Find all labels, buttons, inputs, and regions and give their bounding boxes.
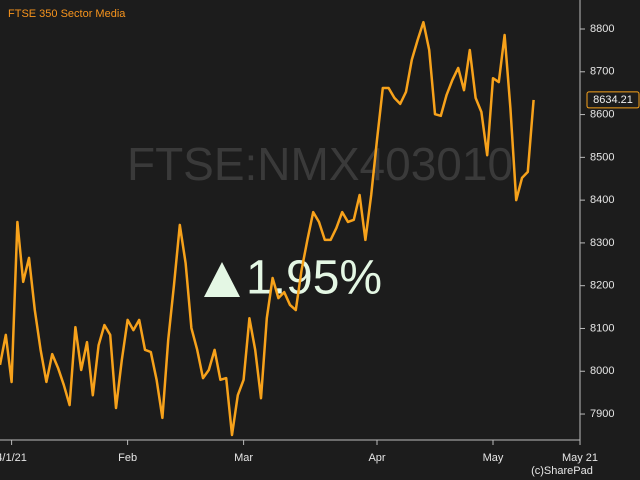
last-value-box xyxy=(586,91,640,109)
watermark: FTSE:NMX403010 xyxy=(127,138,513,190)
x-tick-label: May xyxy=(483,452,504,464)
chart-title: FTSE 350 Sector Media xyxy=(8,8,126,20)
up-arrow xyxy=(204,262,240,297)
last-value-label: 8634.21 xyxy=(593,94,633,106)
x-tick-label: Mar xyxy=(234,452,253,464)
y-tick-label: 8200 xyxy=(590,280,614,292)
y-tick-label: 8100 xyxy=(590,322,614,334)
change-label: 1.95% xyxy=(246,252,382,305)
x-tick-label: Feb xyxy=(118,452,137,464)
price-line xyxy=(0,20,535,437)
x-tick-label: May 21 xyxy=(562,452,598,464)
y-tick-label: 8800 xyxy=(590,23,614,35)
x-tick-label: Apr xyxy=(368,452,385,464)
x-tick-label: 4/1/21 xyxy=(0,452,27,464)
y-tick-label: 8400 xyxy=(590,194,614,206)
y-tick-label: 8500 xyxy=(590,151,614,163)
y-tick-label: 8700 xyxy=(590,66,614,78)
y-tick-label: 8600 xyxy=(590,108,614,120)
y-tick-label: 8000 xyxy=(590,365,614,377)
credit: (c)SharePad xyxy=(531,465,593,477)
y-tick-label: 8300 xyxy=(590,237,614,249)
y-tick-label: 7900 xyxy=(590,408,614,420)
